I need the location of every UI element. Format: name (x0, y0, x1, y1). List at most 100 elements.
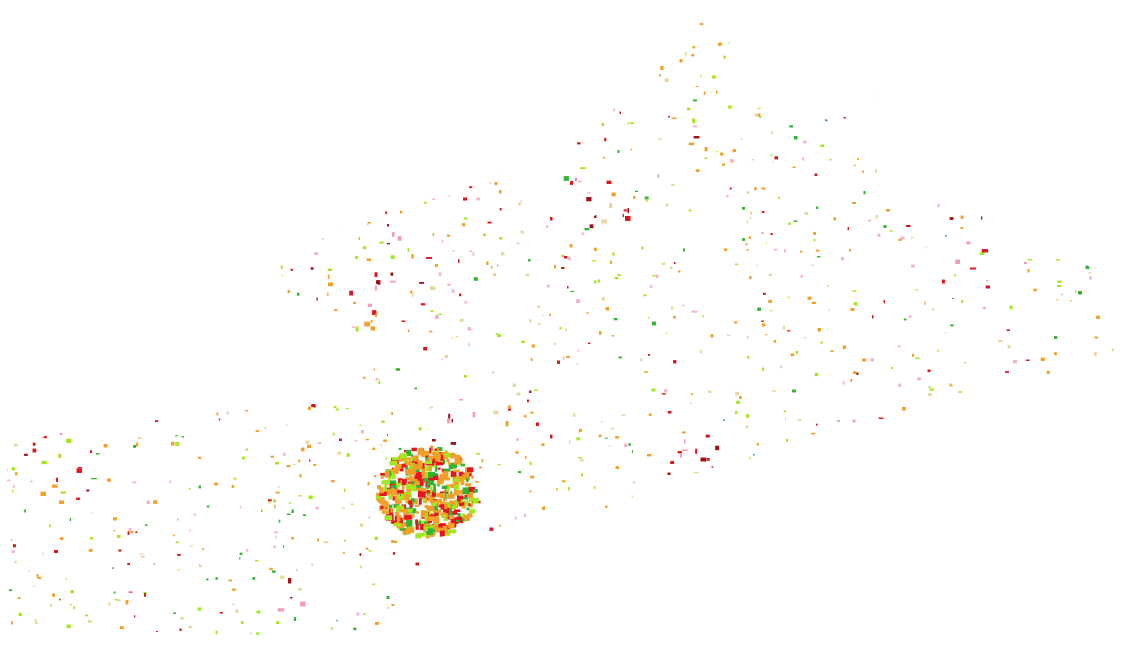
parcel (963, 362, 967, 364)
parcel (857, 158, 859, 160)
parcel (641, 246, 644, 250)
parcel (489, 527, 494, 531)
parcel (601, 421, 603, 423)
parcel (811, 264, 814, 266)
parcel (625, 216, 631, 221)
parcel (670, 461, 674, 464)
parcel (761, 320, 764, 322)
parcel (820, 341, 823, 344)
parcel (769, 309, 773, 312)
parcel (875, 169, 877, 173)
parcel (24, 509, 26, 513)
parcel (748, 236, 751, 239)
parcel (375, 622, 379, 625)
parcel (687, 107, 691, 111)
parcel (327, 274, 330, 279)
parcel (530, 475, 535, 479)
parcel (1040, 357, 1045, 361)
parcel (410, 290, 413, 294)
parcel (66, 624, 71, 628)
parcel (133, 445, 136, 448)
parcel (693, 310, 698, 313)
parcel (684, 439, 686, 444)
parcel (226, 411, 229, 415)
parcel (361, 430, 364, 434)
parcel (652, 321, 656, 326)
parcel (614, 277, 619, 280)
parcel (132, 481, 137, 484)
parcel (407, 248, 410, 252)
parcel (660, 66, 664, 70)
parcel (746, 425, 749, 429)
parcel (18, 612, 22, 617)
parcel (682, 431, 686, 434)
parcel (285, 424, 288, 426)
parcel (723, 419, 725, 421)
parcel (76, 468, 82, 473)
parcel (60, 491, 66, 494)
parcel (218, 418, 221, 421)
parcel (774, 156, 778, 160)
parcel (816, 206, 819, 209)
parcel (682, 449, 688, 451)
parcel (42, 552, 44, 556)
parcel (529, 461, 532, 466)
parcel (702, 315, 704, 318)
parcel (378, 488, 383, 490)
parcel (464, 301, 467, 304)
parcel (587, 192, 591, 194)
parcel (277, 485, 280, 488)
parcel (556, 488, 558, 491)
parcel (15, 472, 18, 476)
parcel (309, 459, 311, 462)
parcel (937, 203, 940, 208)
parcel (507, 405, 511, 408)
parcel (986, 280, 989, 282)
parcel (853, 164, 856, 166)
parcel (77, 467, 82, 468)
parcel (830, 350, 834, 352)
parcel (239, 557, 241, 560)
parcel (795, 351, 798, 354)
parcel (617, 274, 621, 276)
parcel (198, 456, 201, 459)
parcel (787, 330, 791, 332)
parcel (788, 222, 791, 225)
parcel (69, 518, 71, 521)
parcel (550, 434, 553, 439)
parcel (754, 187, 757, 191)
parcel (578, 457, 582, 459)
parcel (1078, 291, 1082, 295)
parcel (774, 248, 778, 251)
parcel (13, 484, 15, 489)
parcel (7, 479, 11, 481)
parcel (283, 452, 286, 456)
parcel (420, 303, 426, 306)
parcel (336, 619, 338, 622)
parcel (678, 270, 681, 273)
parcel (690, 402, 692, 405)
parcel (385, 211, 388, 214)
parcel (415, 562, 419, 566)
parcel (559, 327, 562, 330)
parcel (605, 437, 608, 439)
parcel (297, 495, 302, 497)
parcel (1046, 370, 1050, 374)
parcel (206, 578, 209, 581)
parcel (96, 453, 100, 455)
parcel (961, 300, 964, 303)
parcel (323, 541, 328, 543)
parcel (363, 613, 366, 615)
parcel (542, 314, 545, 316)
parcel (460, 319, 464, 322)
parcel (730, 159, 733, 162)
parcel (820, 144, 825, 148)
parcel (594, 215, 597, 218)
parcel (628, 443, 631, 446)
parcel (173, 534, 175, 537)
parcel (32, 442, 36, 446)
parcel (155, 420, 159, 422)
parcel (313, 405, 316, 408)
parcel (793, 220, 798, 222)
parcel (849, 249, 851, 252)
